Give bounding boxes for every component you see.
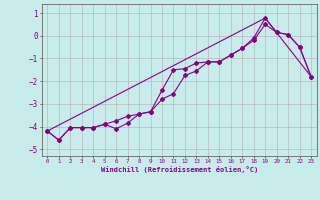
X-axis label: Windchill (Refroidissement éolien,°C): Windchill (Refroidissement éolien,°C) [100, 166, 258, 173]
